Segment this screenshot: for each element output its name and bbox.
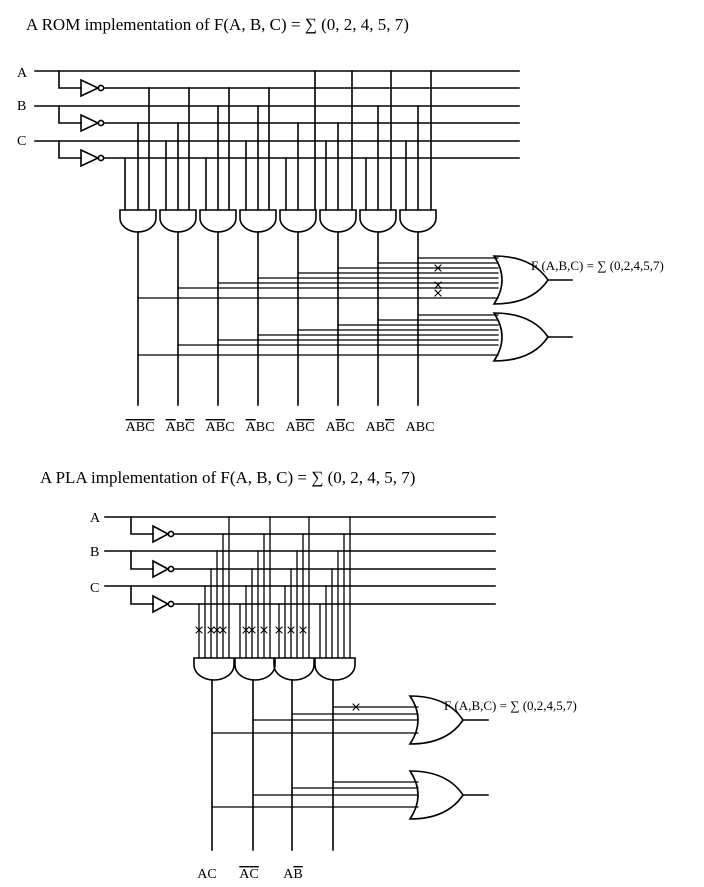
rom-and-gate-m3 [239, 209, 277, 233]
rom-or-gate-unused [492, 312, 549, 362]
pla-or-array-upper [211, 706, 419, 734]
rom-inverter-b [80, 113, 105, 133]
pla-or-array-lower [211, 781, 419, 808]
rom-inverter-c [80, 148, 105, 168]
pla-inverter-c [152, 594, 175, 614]
rom-input-c-label: C [17, 134, 26, 149]
rom-minterm-label-5: ABC [326, 420, 355, 435]
pla-and-gate-2 [234, 657, 276, 681]
pla-and-gate-3 [273, 657, 315, 681]
rom-minterm-lines [137, 231, 419, 406]
rom-and-gate-m0 [119, 209, 157, 233]
rom-and-gate-m2 [199, 209, 237, 233]
pla-and-gate-1 [193, 657, 235, 681]
pla-and-fuse-marks [195, 626, 307, 634]
pla-and-taps [198, 516, 351, 659]
rom-minterm-label-7: ABC [406, 420, 435, 435]
pla-or-fuse-mark [352, 703, 360, 711]
rom-output-label: F (A,B,C) = ∑ (0,2,4,5,7) [531, 258, 664, 273]
rom-minterm-label-1: ABC [166, 420, 195, 435]
rom-fuse-marks [434, 264, 442, 297]
rom-or-gate-f [492, 255, 549, 305]
rom-minterm-label-6: ABC [366, 420, 395, 435]
rom-and-gate-m6 [359, 209, 397, 233]
pla-and-gate-4 [314, 657, 356, 681]
pla-product-label-2: AB [283, 867, 302, 882]
pla-input-a-label: A [90, 511, 101, 526]
rom-or-array-upper [137, 257, 499, 299]
rom-minterm-label-0: ABC [126, 420, 155, 435]
pla-inverter-a [152, 524, 175, 544]
rom-minterm-label-2: ABC [206, 420, 235, 435]
rom-decoder-taps [124, 70, 432, 211]
rom-minterm-label-4: ABC [286, 420, 315, 435]
rom-input-b-label: B [17, 99, 26, 114]
rom-input-a-label: A [17, 66, 28, 81]
pla-product-label-0: AC [197, 867, 216, 882]
rom-and-gate-m7 [399, 209, 437, 233]
pla-inverter-b [152, 559, 175, 579]
rom-title: A ROM implementation of F(A, B, C) = ∑ (… [26, 15, 409, 34]
pla-title: A PLA implementation of F(A, B, C) = ∑ (… [40, 468, 416, 487]
rom-and-gate-m5 [319, 209, 357, 233]
rom-and-gate-m1 [159, 209, 197, 233]
rom-minterm-label-3: ABC [246, 420, 275, 435]
rom-minterm-labels: ABC ABC ABC ABC ABC ABC ABC ABC [126, 420, 435, 435]
pla-output-label: F (A,B,C) = ∑ (0,2,4,5,7) [444, 698, 577, 713]
pla-product-lines [211, 679, 334, 851]
pla-or-gate-f [408, 695, 464, 745]
rom-inverter-a [80, 78, 105, 98]
pla-or-gate-unused [408, 770, 464, 820]
pla-product-label-1: AC [239, 867, 258, 882]
rom-and-gate-m4 [279, 209, 317, 233]
rom-input-lines: A B C [17, 66, 520, 159]
pla-input-b-label: B [90, 545, 99, 560]
pla-input-lines: A B C [90, 511, 496, 605]
rom-or-array-lower [137, 314, 499, 356]
pla-input-c-label: C [90, 581, 99, 596]
pla-product-labels: AC AC AB [197, 867, 302, 882]
